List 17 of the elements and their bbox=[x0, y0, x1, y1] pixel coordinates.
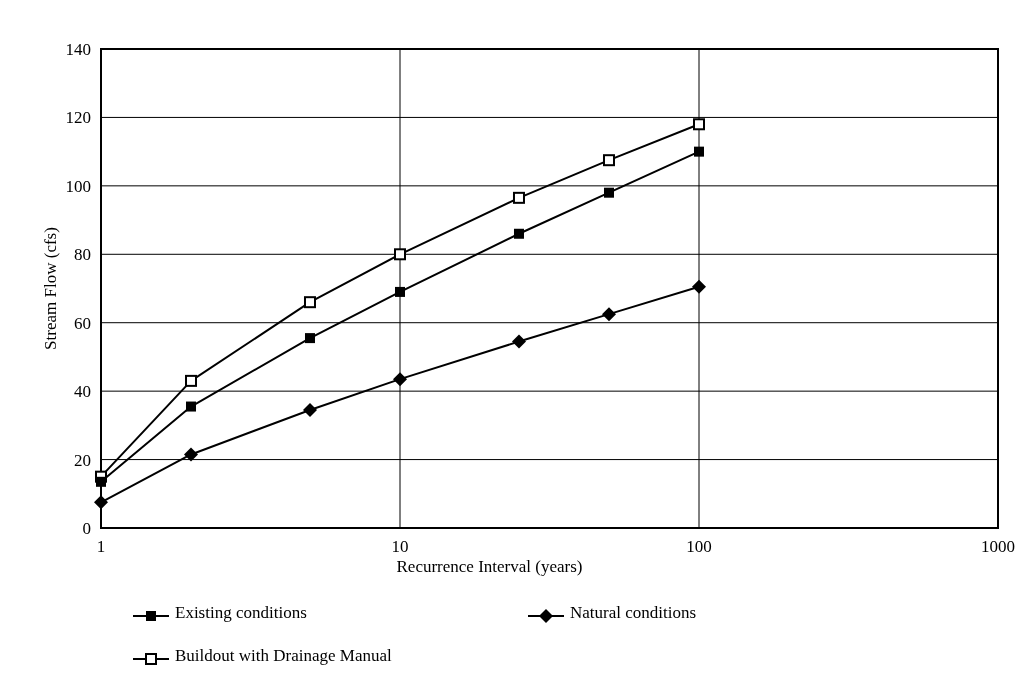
legend-label: Natural conditions bbox=[570, 602, 697, 622]
legend-label: Buildout with Drainage Manual bbox=[175, 645, 392, 665]
y-tick-label: 60 bbox=[74, 313, 91, 333]
x-tick-label: 1000 bbox=[981, 537, 1015, 556]
x-tick-label: 10 bbox=[391, 537, 409, 556]
legend-label: Existing conditions bbox=[175, 602, 307, 622]
x-tick-label: 1 bbox=[96, 537, 106, 556]
y-tick-label: 40 bbox=[74, 382, 91, 402]
y-tick-label: 120 bbox=[65, 108, 91, 128]
y-tick-label: 100 bbox=[65, 176, 91, 196]
y-tick-label: 20 bbox=[74, 450, 91, 470]
x-axis-title: Recurrence Interval (years) bbox=[396, 557, 583, 576]
y-tick-label: 0 bbox=[82, 518, 91, 538]
x-tick-label: 100 bbox=[686, 537, 712, 556]
y-tick-label: 80 bbox=[74, 245, 91, 265]
y-axis-title: Stream Flow (cfs) bbox=[41, 227, 60, 350]
y-tick-label: 140 bbox=[65, 39, 91, 59]
